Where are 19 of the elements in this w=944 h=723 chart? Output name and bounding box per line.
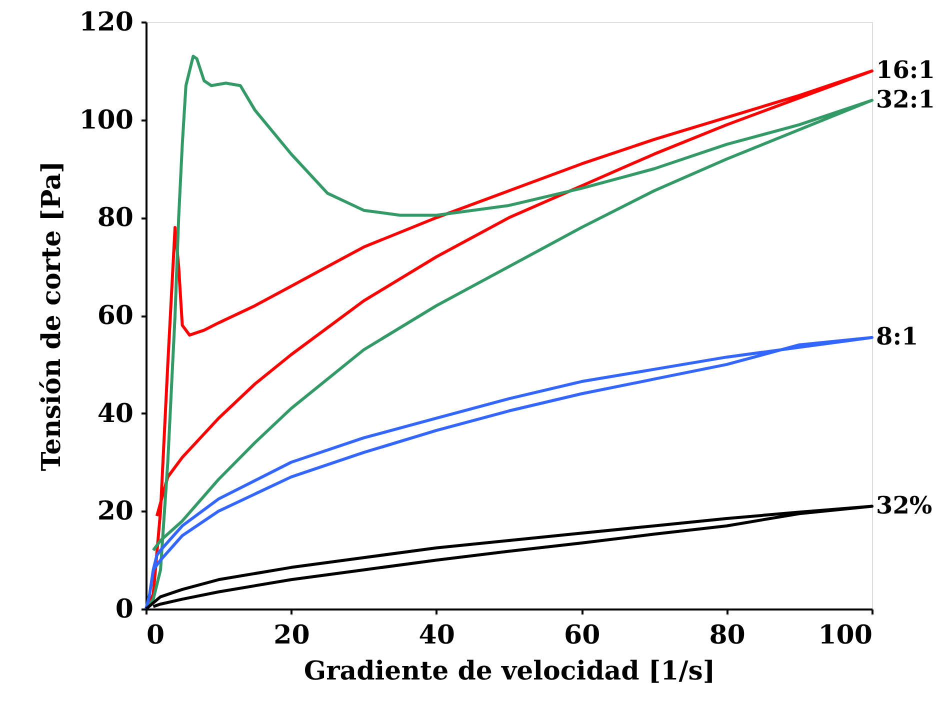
y-tick-label: 40: [97, 398, 134, 429]
y-tick-label: 0: [115, 594, 134, 624]
x-axis-title: Gradiente de velocidad [1/s]: [304, 656, 716, 686]
x-tick-label: 40: [418, 620, 455, 650]
y-axis-title: Tensión de corte [Pa]: [37, 160, 68, 472]
x-tick-label: 20: [274, 620, 310, 650]
y-tick-label: 20: [97, 496, 134, 527]
y-tick-label: 60: [97, 301, 134, 331]
series-label: 32%: [876, 490, 932, 520]
x-tick-label: 0: [146, 620, 165, 650]
x-tick-label: 60: [564, 620, 600, 650]
series-label: 8:1: [876, 322, 918, 351]
series-label: 16:1: [876, 54, 935, 84]
x-tick-label: 80: [709, 620, 746, 650]
y-tick-label: 80: [97, 203, 134, 234]
y-tick-label: 100: [79, 105, 134, 136]
x-tick-label: 100: [818, 620, 872, 650]
series-label: 32:1: [876, 84, 935, 114]
y-tick-label: 120: [79, 8, 134, 38]
